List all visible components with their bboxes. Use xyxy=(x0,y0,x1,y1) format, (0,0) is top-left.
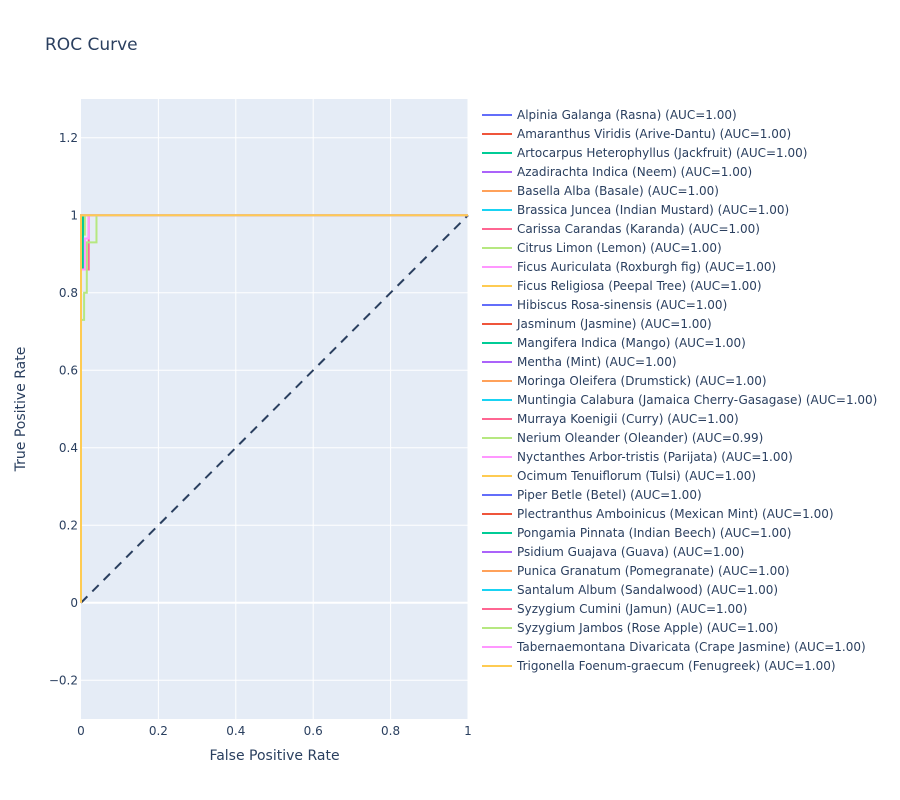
y-axis-label: True Positive Rate xyxy=(13,347,29,473)
x-tick-label: 0.2 xyxy=(149,724,168,738)
x-tick-label: 0 xyxy=(77,724,85,738)
legend-label[interactable]: Ocimum Tenuiflorum (Tulsi) (AUC=1.00) xyxy=(517,469,756,483)
roc-curves xyxy=(80,214,469,604)
roc-curve xyxy=(80,214,468,603)
legend-label[interactable]: Psidium Guajava (Guava) (AUC=1.00) xyxy=(517,545,744,559)
legend-label[interactable]: Alpinia Galanga (Rasna) (AUC=1.00) xyxy=(517,108,737,122)
legend-label[interactable]: Nyctanthes Arbor-tristis (Parijata) (AUC… xyxy=(517,450,793,464)
legend-label[interactable]: Pongamia Pinnata (Indian Beech) (AUC=1.0… xyxy=(517,526,791,540)
legend-label[interactable]: Carissa Carandas (Karanda) (AUC=1.00) xyxy=(517,222,760,236)
x-axis-ticks: 0 0.2 0.4 0.6 0.8 1 xyxy=(77,724,472,738)
legend-label[interactable]: Brassica Juncea (Indian Mustard) (AUC=1.… xyxy=(517,203,789,217)
y-tick-label: 1 xyxy=(70,208,78,222)
x-tick-label: 0.6 xyxy=(304,724,323,738)
y-tick-label: 0.4 xyxy=(59,441,78,455)
legend-label[interactable]: Nerium Oleander (Oleander) (AUC=0.99) xyxy=(517,431,763,445)
x-tick-label: 1 xyxy=(464,724,472,738)
legend-label[interactable]: Amaranthus Viridis (Arive-Dantu) (AUC=1.… xyxy=(517,127,791,141)
legend-label[interactable]: Tabernaemontana Divaricata (Crape Jasmin… xyxy=(516,640,866,654)
y-tick-label: 0.8 xyxy=(59,286,78,300)
roc-curve xyxy=(80,214,468,603)
legend-label[interactable]: Azadirachta Indica (Neem) (AUC=1.00) xyxy=(517,165,752,179)
y-tick-label: −0.2 xyxy=(49,673,78,687)
legend-label[interactable]: Murraya Koenigii (Curry) (AUC=1.00) xyxy=(517,412,739,426)
y-tick-label: 0 xyxy=(70,596,78,610)
legend-label[interactable]: Mangifera Indica (Mango) (AUC=1.00) xyxy=(517,336,746,350)
x-tick-label: 0.4 xyxy=(226,724,245,738)
legend-label[interactable]: Moringa Oleifera (Drumstick) (AUC=1.00) xyxy=(517,374,767,388)
legend-label[interactable]: Mentha (Mint) (AUC=1.00) xyxy=(517,355,677,369)
legend-label[interactable]: Hibiscus Rosa-sinensis (AUC=1.00) xyxy=(517,298,727,312)
x-axis-label: False Positive Rate xyxy=(209,748,339,764)
legend-label[interactable]: Plectranthus Amboinicus (Mexican Mint) (… xyxy=(517,507,834,521)
legend-label[interactable]: Syzygium Cumini (Jamun) (AUC=1.00) xyxy=(517,602,747,616)
legend-label[interactable]: Santalum Album (Sandalwood) (AUC=1.00) xyxy=(517,583,778,597)
y-tick-label: 1.2 xyxy=(59,131,78,145)
legend-label[interactable]: Muntingia Calabura (Jamaica Cherry-Gasag… xyxy=(517,393,877,407)
legend-label[interactable]: Piper Betle (Betel) (AUC=1.00) xyxy=(517,488,702,502)
y-tick-label: 0.6 xyxy=(59,363,78,377)
legend-label[interactable]: Citrus Limon (Lemon) (AUC=1.00) xyxy=(517,241,722,255)
legend-label[interactable]: Ficus Auriculata (Roxburgh fig) (AUC=1.0… xyxy=(517,260,776,274)
y-tick-label: 0.2 xyxy=(59,518,78,532)
chance-diagonal xyxy=(80,214,469,604)
legend-label[interactable]: Artocarpus Heterophyllus (Jackfruit) (AU… xyxy=(517,146,807,160)
legend-label[interactable]: Punica Granatum (Pomegranate) (AUC=1.00) xyxy=(517,564,790,578)
legend-label[interactable]: Basella Alba (Basale) (AUC=1.00) xyxy=(517,184,719,198)
y-axis-ticks: −0.2 0 0.2 0.4 0.6 0.8 1 1.2 xyxy=(49,131,78,688)
grid xyxy=(81,99,469,719)
legend-label[interactable]: Ficus Religiosa (Peepal Tree) (AUC=1.00) xyxy=(517,279,762,293)
legend-label[interactable]: Trigonella Foenum-graecum (Fenugreek) (A… xyxy=(516,659,836,673)
legend-label[interactable]: Jasminum (Jasmine) (AUC=1.00) xyxy=(516,317,712,331)
x-tick-label: 0.8 xyxy=(381,724,400,738)
legend: Alpinia Galanga (Rasna) (AUC=1.00) Amaran… xyxy=(482,108,877,673)
legend-label[interactable]: Syzygium Jambos (Rose Apple) (AUC=1.00) xyxy=(517,621,778,635)
chart-title: ROC Curve xyxy=(45,35,138,55)
